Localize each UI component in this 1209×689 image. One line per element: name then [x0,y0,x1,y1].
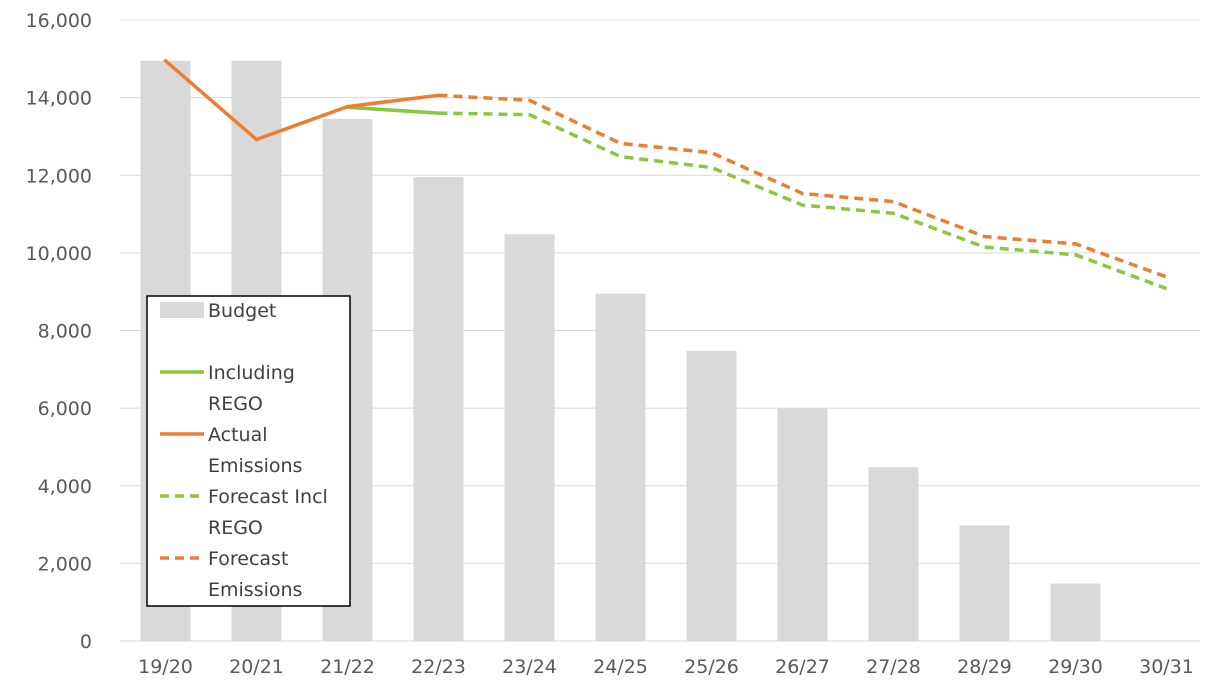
legend-label: REGO [208,517,263,539]
legend-label: Including [208,362,295,384]
y-tick-label: 14,000 [26,88,92,110]
y-tick-label: 16,000 [26,10,92,32]
actual-emissions-line [163,59,441,142]
y-tick-label: 6,000 [38,398,92,420]
legend-label: Forecast Incl [208,486,328,508]
y-tick-label: 4,000 [38,476,92,498]
forecast-emissions-line [438,93,1168,279]
y-tick-label: 10,000 [26,243,92,265]
legend-box [146,295,351,607]
budget-bar [868,467,919,641]
legend-symbol [160,302,204,318]
legend-label: Emissions [208,455,302,477]
legend-label: Emissions [208,579,302,601]
budget-bar [1050,583,1101,641]
x-tick-label: 26/27 [775,656,830,678]
x-tick-label: 28/29 [957,656,1012,678]
x-tick-label: 27/28 [866,656,921,678]
including-rego-line [345,105,441,115]
legend-label: Budget [208,300,276,322]
x-tick-label: 23/24 [502,656,557,678]
y-tick-label: 8,000 [38,321,92,343]
budget-bar [413,177,464,642]
y-tick-label: 2,000 [38,553,92,575]
budget-bar [595,293,646,641]
y-tick-label: 0 [80,631,92,653]
x-tick-label: 29/30 [1048,656,1103,678]
x-tick-label: 25/26 [684,656,739,678]
x-tick-label: 24/25 [593,656,648,678]
x-tick-label: 19/20 [138,656,193,678]
legend-label: REGO [208,393,263,415]
x-axis-tick-labels: 19/20 20/21 21/22 22/23 23/24 24/25 25/26 26/27… [138,656,1194,678]
forecast-incl-rego-line [438,111,1168,291]
budget-bar [686,350,737,641]
budget-bar [504,234,555,641]
x-tick-label: 22/23 [411,656,466,678]
budget-bar [959,525,1010,641]
x-tick-label: 20/21 [229,656,284,678]
legend: Budget Including REGO Actual Emissions Foreca… [146,295,351,607]
budget-bar [777,408,828,641]
x-tick-label: 30/31 [1139,656,1194,678]
legend-label: Forecast [208,548,288,570]
y-tick-label: 12,000 [26,165,92,187]
x-tick-label: 21/22 [320,656,375,678]
legend-label: Actual [208,424,268,446]
y-axis-tick-labels: 0 2,000 4,000 6,000 8,000 10,000 12,000 14,000 1… [26,10,92,653]
